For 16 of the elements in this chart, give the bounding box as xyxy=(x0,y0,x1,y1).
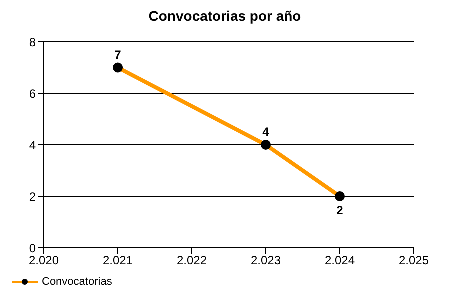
x-tick-label: 2.020 xyxy=(28,254,60,268)
x-tick-label: 2.025 xyxy=(398,254,430,268)
data-label: 4 xyxy=(262,125,270,139)
x-tick-label: 2.021 xyxy=(102,254,134,268)
y-tick-label: 4 xyxy=(29,138,36,152)
legend-label: Convocatorias xyxy=(42,276,112,288)
y-tick-label: 2 xyxy=(29,190,36,204)
x-tick-label: 2.023 xyxy=(250,254,282,268)
chart-title: Convocatorias por año xyxy=(148,8,302,26)
x-tick-label: 2.024 xyxy=(324,254,356,268)
x-tick-label: 2.022 xyxy=(176,254,208,268)
y-tick-label: 0 xyxy=(29,241,36,256)
y-tick-label: 8 xyxy=(29,35,36,50)
data-label: 7 xyxy=(114,48,122,62)
y-tick-label: 6 xyxy=(29,86,36,101)
data-label: 2 xyxy=(336,204,344,218)
